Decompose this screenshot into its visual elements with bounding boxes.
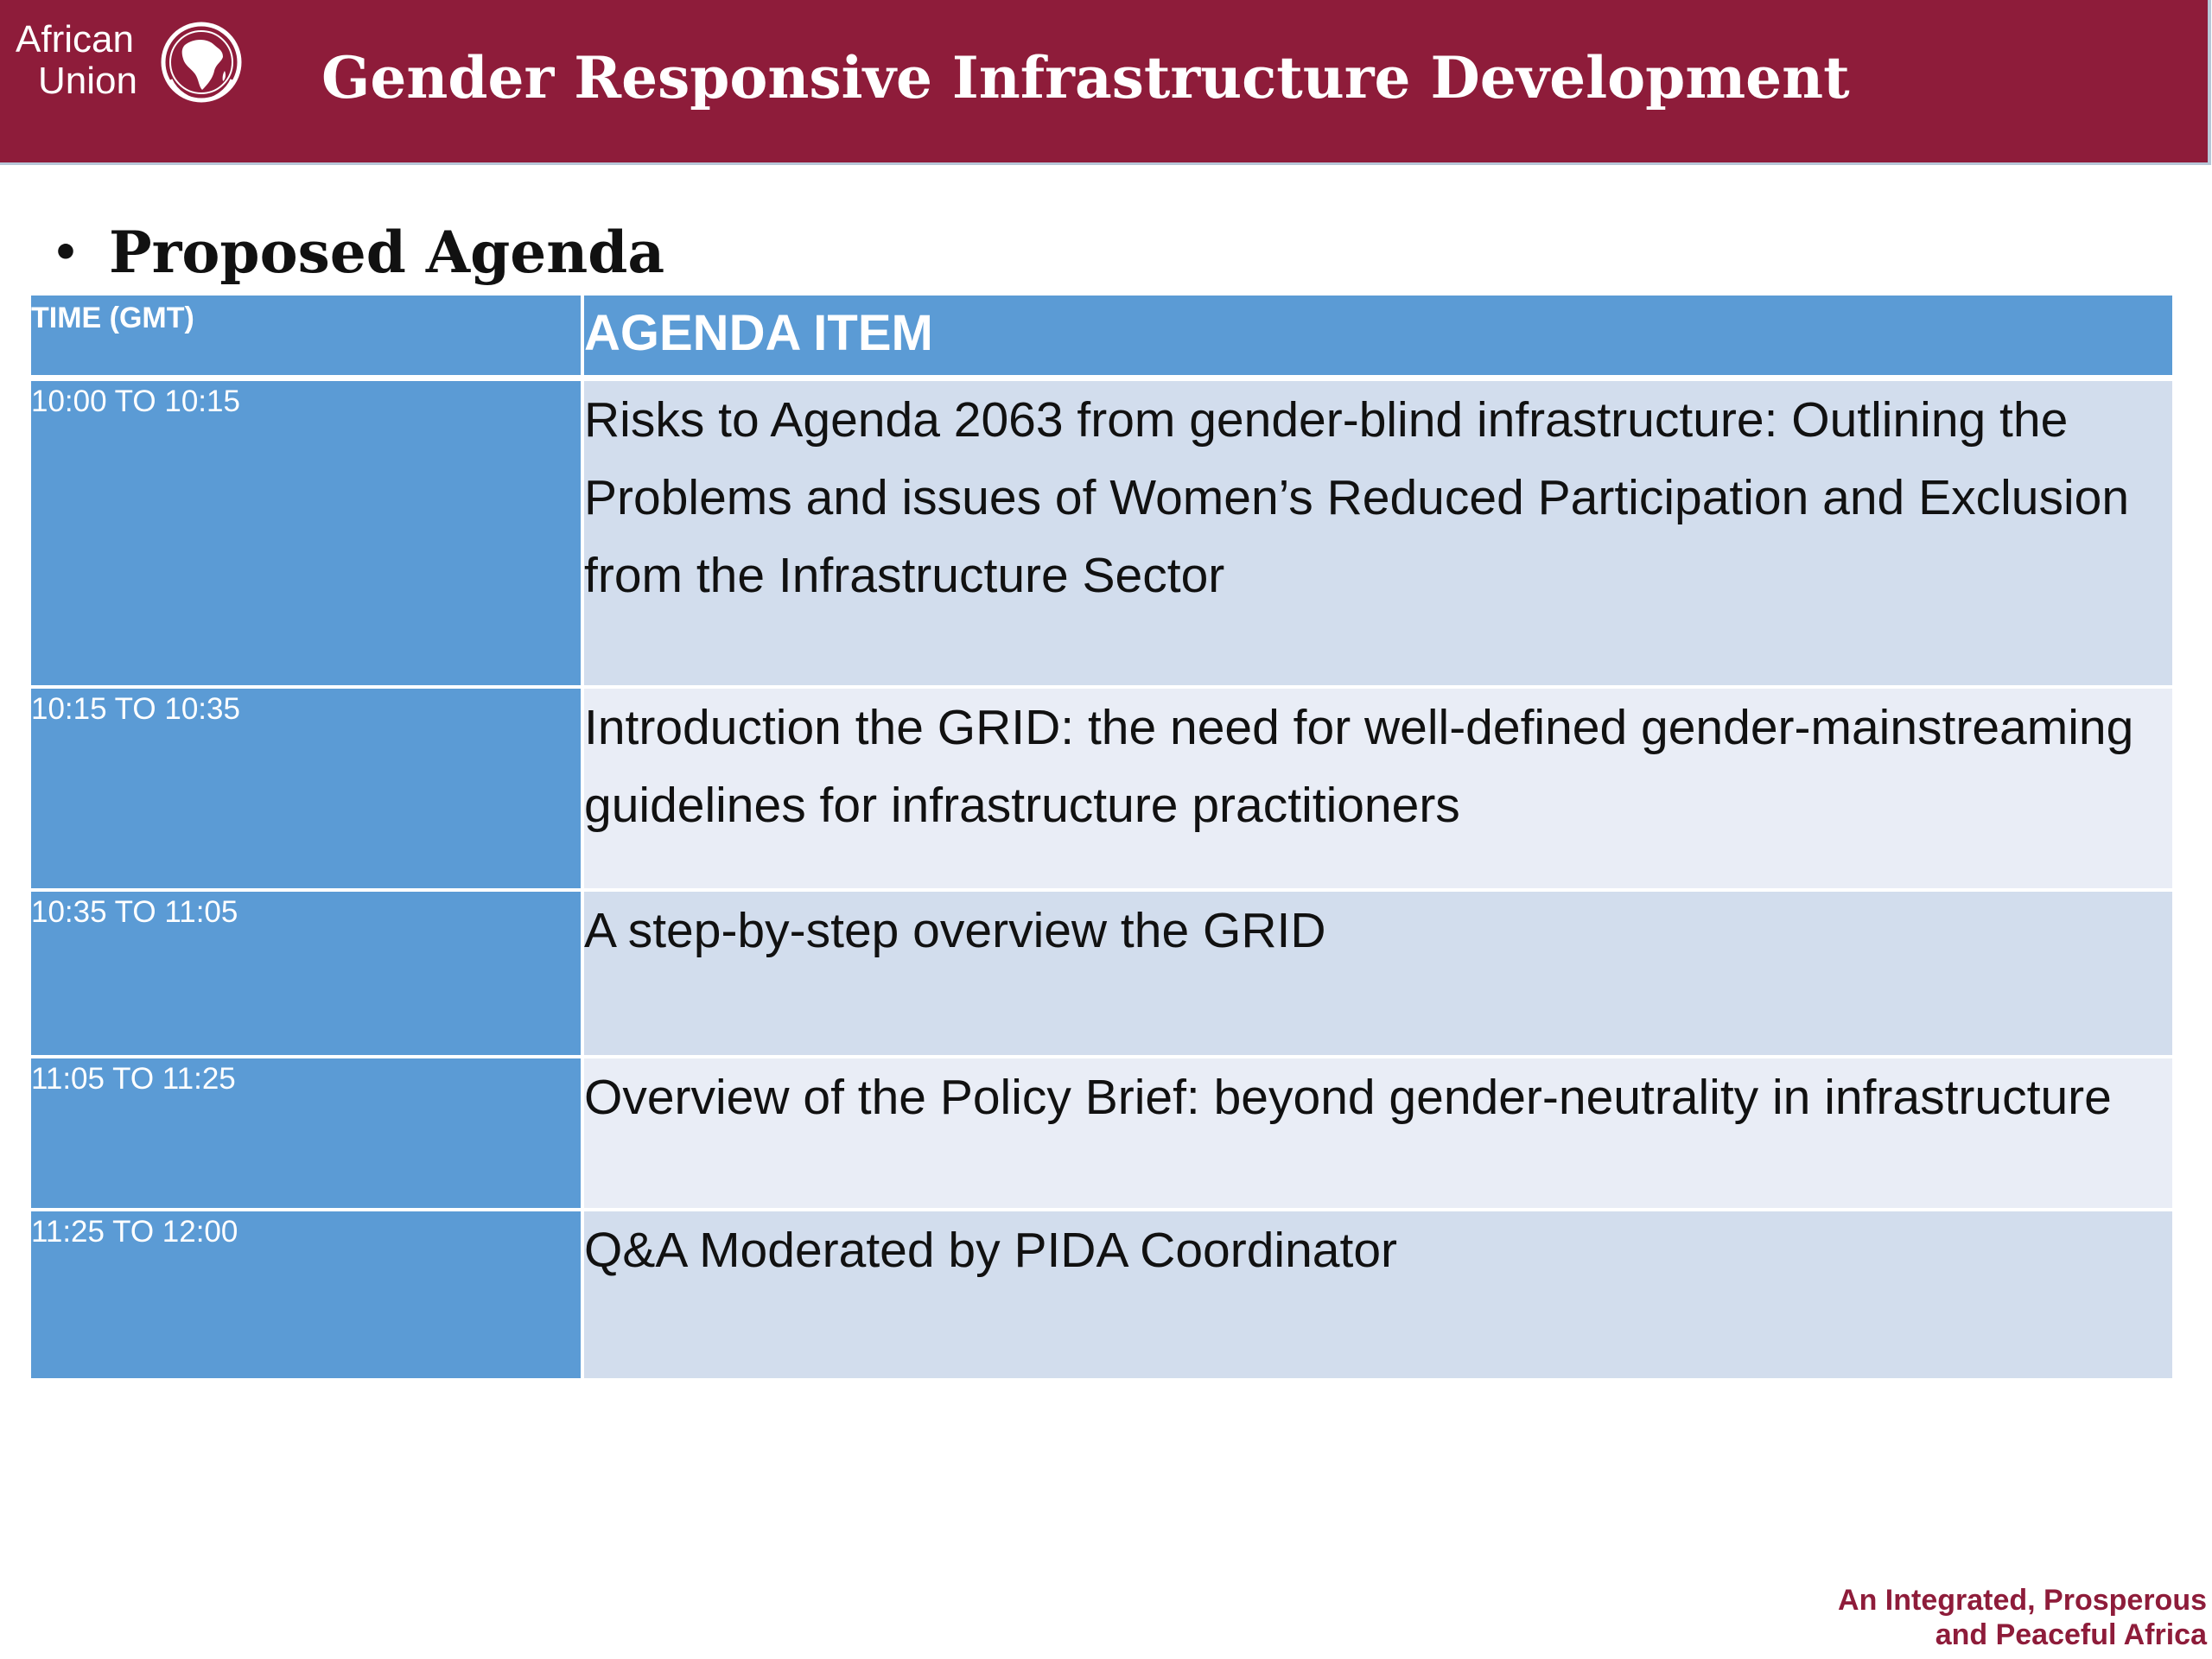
table-row: 11:05 TO 11:25 Overview of the Policy Br… — [31, 1056, 2172, 1211]
table-row: 10:35 TO 11:05 A step-by-step overview t… — [31, 889, 2172, 1058]
time-cell: 10:35 TO 11:05 — [31, 889, 584, 1058]
time-cell: 10:00 TO 10:15 — [31, 378, 584, 689]
footer-tagline-line-2: and Peaceful Africa — [1935, 1618, 2207, 1651]
column-header-agenda-item: AGENDA ITEM — [582, 296, 2172, 381]
agenda-item-cell: Overview of the Policy Brief: beyond gen… — [582, 1056, 2172, 1211]
header-bar: African Union Gender Responsive Infrastr… — [0, 0, 2211, 165]
agenda-item-cell: Risks to Agenda 2063 from gender-blind i… — [582, 378, 2172, 689]
table-row: 10:00 TO 10:15 Risks to Agenda 2063 from… — [31, 378, 2172, 689]
footer-tagline: An Integrated, Prosperous and Peaceful A… — [1809, 1583, 2207, 1659]
logo-line-2: Union — [38, 60, 137, 102]
section-heading-text: Proposed Agenda — [109, 219, 665, 286]
table-row: 11:25 TO 12:00 Q&A Moderated by PIDA Coo… — [31, 1209, 2172, 1382]
time-cell: 11:25 TO 12:00 — [31, 1209, 584, 1382]
page-title: Gender Responsive Infrastructure Develop… — [321, 44, 1850, 111]
agenda-item-cell: Introduction the GRID: the need for well… — [582, 686, 2172, 892]
africa-globe-icon — [161, 22, 242, 103]
time-cell: 10:15 TO 10:35 — [31, 686, 584, 892]
african-union-logo: African Union — [16, 19, 249, 105]
time-cell: 11:05 TO 11:25 — [31, 1056, 584, 1211]
logo-text: African Union — [16, 19, 137, 102]
column-header-time: TIME (GMT) — [31, 296, 584, 381]
agenda-item-cell: Q&A Moderated by PIDA Coordinator — [582, 1209, 2172, 1382]
table-row: 10:15 TO 10:35 Introduction the GRID: th… — [31, 686, 2172, 892]
bullet-icon: • — [52, 226, 79, 277]
agenda-item-cell: A step-by-step overview the GRID — [582, 889, 2172, 1058]
logo-line-1: African — [16, 18, 134, 60]
footer-tagline-line-1: An Integrated, Prosperous — [1838, 1584, 2207, 1617]
table-header-row: TIME (GMT) AGENDA ITEM — [31, 296, 2172, 381]
section-heading: • Proposed Agenda — [52, 211, 664, 294]
agenda-table: TIME (GMT) AGENDA ITEM 10:00 TO 10:15 Ri… — [31, 296, 2172, 1382]
